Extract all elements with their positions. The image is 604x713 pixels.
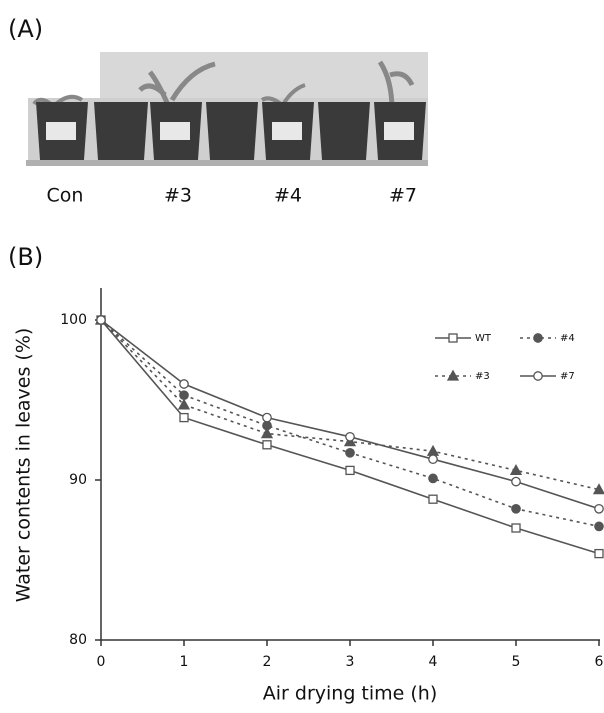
marker — [511, 503, 521, 514]
marker — [594, 548, 604, 559]
legend-label: #3 — [475, 371, 490, 382]
photo — [26, 52, 428, 166]
marker — [179, 390, 189, 401]
panel-label: (B) — [8, 243, 43, 271]
photo-label: #7 — [389, 185, 417, 207]
photo-label: #3 — [164, 185, 192, 207]
marker — [96, 315, 106, 325]
x-axis-label: Air drying time (h) — [263, 683, 438, 705]
legend-label: WT — [475, 333, 492, 344]
y-tick-label: 80 — [69, 632, 87, 648]
panel-label: (A) — [8, 15, 43, 43]
marker — [428, 494, 438, 504]
marker — [428, 473, 438, 484]
marker — [426, 444, 440, 456]
legend-label: #4 — [560, 333, 575, 344]
marker — [177, 398, 191, 410]
photo-label: Con — [47, 185, 84, 207]
series-line — [100, 319, 600, 491]
x-tick-label: 2 — [263, 654, 272, 670]
photo-label: #4 — [274, 185, 302, 207]
marker — [594, 503, 604, 514]
y-axis-label: Water contents in leaves (%) — [13, 328, 35, 603]
marker — [179, 412, 189, 423]
legend-label: #7 — [560, 371, 575, 382]
marker — [345, 465, 355, 476]
x-tick-label: 1 — [180, 654, 189, 670]
marker — [179, 379, 189, 389]
marker — [509, 464, 523, 476]
marker — [345, 447, 355, 458]
series-line — [100, 319, 600, 510]
x-tick-label: 6 — [595, 654, 604, 670]
marker — [511, 523, 521, 533]
marker — [428, 454, 438, 465]
marker — [511, 476, 521, 487]
marker — [262, 412, 272, 423]
x-tick-label: 0 — [97, 654, 106, 670]
y-tick-label: 90 — [69, 472, 87, 488]
marker — [260, 427, 274, 439]
legend-marker — [448, 333, 458, 343]
x-tick-label: 4 — [429, 654, 438, 670]
marker — [262, 440, 272, 450]
legend-marker — [446, 369, 460, 381]
x-tick-label: 3 — [346, 654, 355, 670]
x-tick-label: 5 — [512, 654, 521, 670]
y-tick-label: 100 — [60, 312, 87, 328]
marker — [594, 521, 604, 532]
legend-marker — [533, 371, 543, 381]
marker — [345, 431, 355, 442]
legend-marker — [533, 333, 543, 343]
series-line — [100, 319, 600, 528]
marker — [592, 483, 604, 495]
